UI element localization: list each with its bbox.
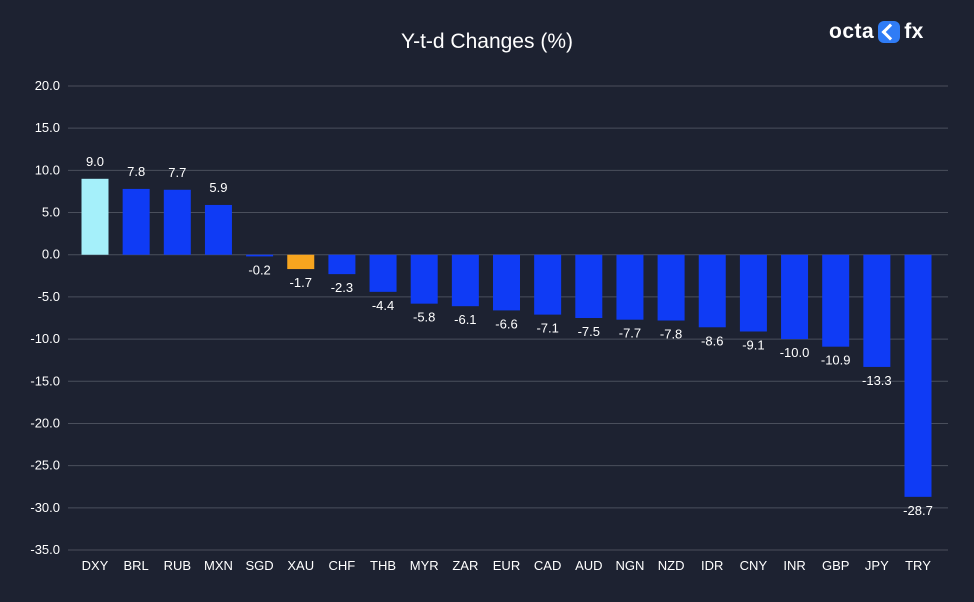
- x-tick-label: TRY: [905, 558, 931, 573]
- data-label: -9.1: [742, 337, 764, 352]
- y-tick-label: 0.0: [42, 247, 60, 262]
- x-tick-label: XAU: [287, 558, 314, 573]
- data-label: -7.5: [578, 324, 600, 339]
- bar-mxn: [204, 204, 232, 255]
- x-tick-label: ZAR: [452, 558, 478, 573]
- y-tick-label: 10.0: [35, 162, 60, 177]
- x-tick-label: EUR: [493, 558, 520, 573]
- x-tick-label: IDR: [701, 558, 723, 573]
- data-label: -7.7: [619, 326, 641, 341]
- octafx-logo: octa fx: [829, 20, 924, 44]
- data-label: -6.1: [454, 312, 476, 327]
- data-label: -0.2: [248, 262, 270, 277]
- bar-ngn: [616, 254, 644, 320]
- y-tick-label: -35.0: [30, 542, 60, 557]
- bar-dxy: [81, 178, 109, 255]
- bar-myr: [410, 254, 438, 304]
- x-tick-label: AUD: [575, 558, 602, 573]
- y-tick-label: -25.0: [30, 458, 60, 473]
- data-label: -28.7: [903, 503, 933, 518]
- logo-text-right: fx: [904, 20, 924, 43]
- x-tick-label: JPY: [865, 558, 889, 573]
- bar-nzd: [657, 254, 685, 321]
- x-tick-label: MYR: [410, 558, 439, 573]
- x-tick-label: CHF: [329, 558, 356, 573]
- bar-jpy: [863, 254, 891, 367]
- bar-try: [904, 254, 932, 497]
- y-tick-label: 15.0: [35, 120, 60, 135]
- y-tick-label: -15.0: [30, 373, 60, 388]
- data-label: -7.1: [536, 321, 558, 336]
- data-label: -13.3: [862, 373, 892, 388]
- data-label: -6.6: [495, 316, 517, 331]
- logo-mark-icon: [878, 21, 901, 43]
- data-label: -5.8: [413, 310, 435, 325]
- x-tick-label: CAD: [534, 558, 561, 573]
- bar-cny: [739, 254, 767, 332]
- bar-eur: [493, 254, 520, 311]
- bar-zar: [451, 254, 479, 307]
- y-tick-label: 5.0: [42, 205, 60, 220]
- bar-chf: [328, 254, 356, 275]
- bar-gbp: [822, 254, 850, 347]
- logo-text-left: octa: [829, 20, 875, 43]
- data-label: -7.8: [660, 327, 682, 342]
- x-tick-label: NZD: [658, 558, 685, 573]
- bar-aud: [575, 254, 603, 318]
- x-tick-label: SGD: [246, 558, 274, 573]
- data-label: -1.7: [290, 275, 312, 290]
- data-label: -2.3: [331, 280, 353, 295]
- x-tick-label: MXN: [204, 558, 233, 573]
- data-label: -8.6: [701, 333, 723, 348]
- bar-thb: [369, 254, 397, 292]
- y-tick-label: -10.0: [30, 331, 60, 346]
- x-tick-label: BRL: [124, 558, 149, 573]
- bar-brl: [122, 188, 150, 255]
- bar-cad: [534, 254, 562, 315]
- y-tick-label: -20.0: [30, 415, 60, 430]
- chart-title: Y-t-d Changes (%): [401, 30, 573, 53]
- x-tick-label: RUB: [164, 558, 191, 573]
- bar-inr: [781, 254, 809, 340]
- y-tick-label: -5.0: [38, 289, 60, 304]
- data-label: 7.8: [127, 164, 145, 179]
- data-label: -4.4: [372, 298, 394, 313]
- data-label: -10.0: [780, 345, 810, 360]
- y-tick-label: -30.0: [30, 500, 60, 515]
- y-tick-label: 20.0: [35, 78, 60, 93]
- data-label: 7.7: [168, 165, 186, 180]
- data-label: -10.9: [821, 353, 851, 368]
- x-tick-label: INR: [783, 558, 805, 573]
- x-tick-label: DXY: [82, 558, 109, 573]
- data-label: 9.0: [86, 154, 104, 169]
- x-tick-label: GBP: [822, 558, 849, 573]
- x-tick-label: CNY: [740, 558, 768, 573]
- bar-rub: [163, 189, 191, 255]
- bar-sgd: [246, 254, 274, 257]
- bar-xau: [287, 254, 315, 270]
- bar-idr: [698, 254, 726, 328]
- x-tick-label: NGN: [616, 558, 645, 573]
- x-tick-label: THB: [370, 558, 396, 573]
- data-label: 5.9: [209, 180, 227, 195]
